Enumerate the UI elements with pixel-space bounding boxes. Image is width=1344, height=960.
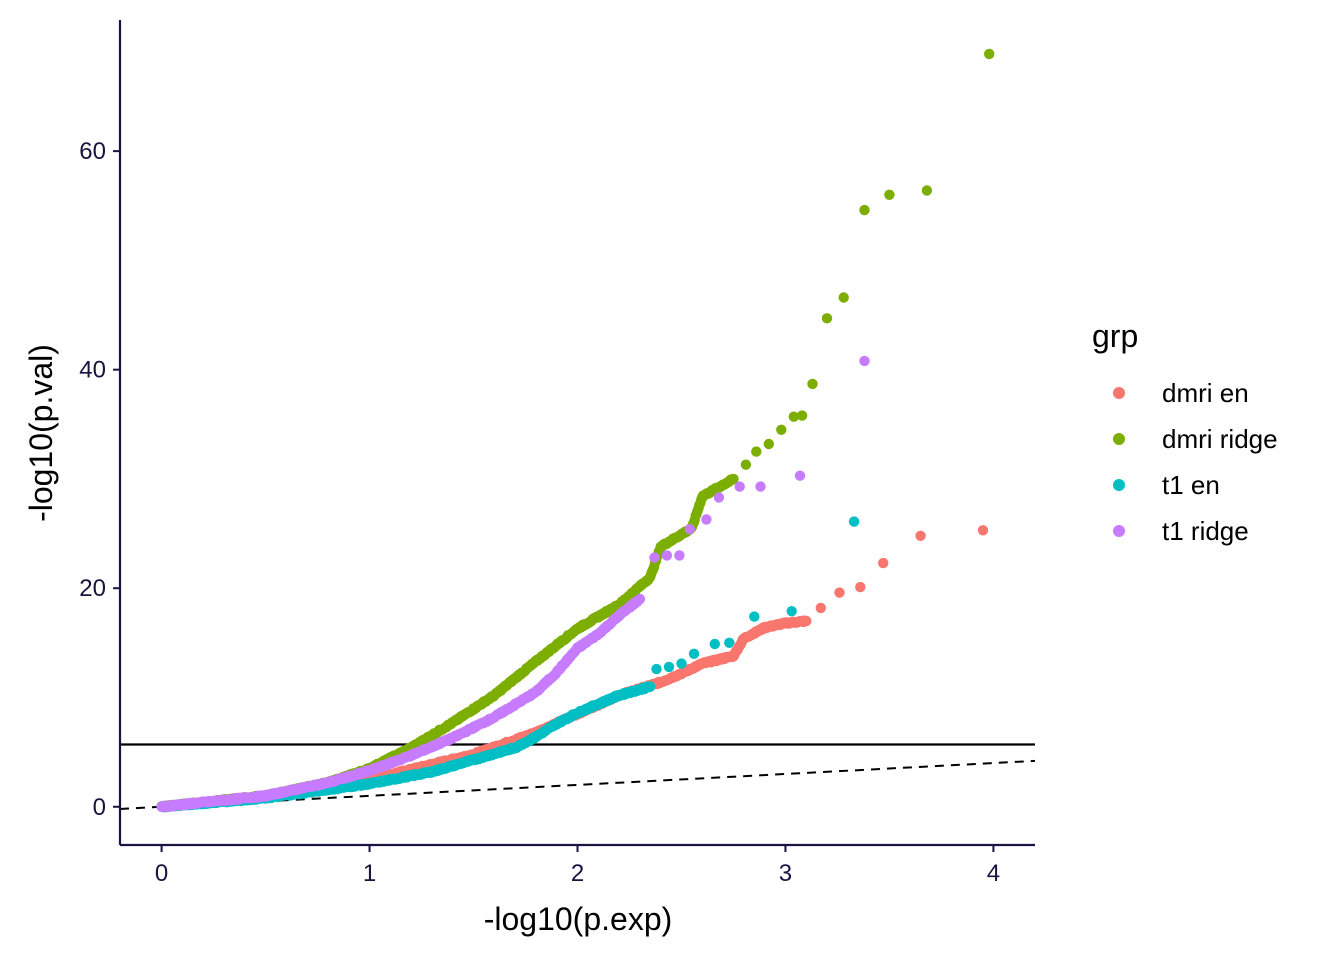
data-point — [796, 410, 808, 421]
data-point — [649, 552, 660, 563]
series-dmri-ridge — [156, 48, 995, 813]
legend-label: t1 en — [1162, 470, 1220, 500]
legend-key-dmri-ridge — [1113, 433, 1125, 445]
legend-title: grp — [1092, 318, 1138, 354]
data-point — [878, 557, 889, 569]
data-point — [701, 514, 712, 525]
legend-key-t1-en — [1113, 479, 1125, 491]
data-point — [848, 516, 860, 527]
data-point — [977, 525, 989, 536]
data-point — [807, 378, 818, 390]
legend-label: dmri ridge — [1162, 424, 1278, 454]
legend-label: t1 ridge — [1162, 516, 1249, 546]
data-point — [728, 473, 739, 485]
data-point — [663, 661, 675, 673]
legend-key-dmri-en — [1113, 387, 1125, 399]
data-point — [915, 530, 926, 541]
data-point — [755, 481, 766, 492]
data-point — [661, 550, 673, 561]
y-tick-label: 0 — [93, 794, 106, 821]
data-point — [724, 637, 735, 648]
x-axis-title: -log10(p.exp) — [484, 901, 673, 937]
x-tick-label: 4 — [987, 860, 1000, 887]
data-point — [684, 524, 695, 535]
data-point — [674, 550, 685, 561]
data-point — [776, 424, 787, 435]
x-tick-label: 0 — [155, 860, 168, 887]
legend-label: dmri en — [1162, 378, 1249, 408]
data-point — [859, 204, 870, 216]
data-point — [740, 459, 752, 470]
x-tick-label: 1 — [363, 860, 376, 887]
data-points — [156, 48, 995, 813]
data-point — [801, 615, 812, 627]
data-point — [688, 648, 700, 659]
data-point — [821, 313, 833, 324]
data-point — [651, 663, 662, 675]
data-point — [884, 189, 895, 200]
y-tick-label: 40 — [79, 357, 106, 384]
legend-key-t1-ridge — [1113, 525, 1125, 537]
y-axis-title: -log10(p.val) — [23, 344, 59, 522]
data-point — [634, 593, 646, 605]
data-point — [709, 638, 720, 650]
data-point — [794, 470, 806, 481]
data-point — [676, 658, 687, 669]
data-point — [751, 446, 762, 457]
data-point — [734, 481, 745, 492]
data-point — [749, 611, 760, 622]
x-tick-label: 3 — [779, 860, 792, 887]
series-t1-ridge — [156, 355, 870, 813]
data-point — [834, 587, 845, 598]
data-point — [713, 492, 725, 503]
data-point — [921, 185, 933, 196]
data-point — [788, 411, 799, 422]
data-point — [645, 681, 656, 692]
data-point — [786, 606, 797, 617]
data-point — [763, 438, 774, 450]
data-point — [855, 581, 866, 593]
y-tick-label: 60 — [79, 138, 106, 165]
series-t1-en — [156, 516, 860, 813]
data-point — [838, 292, 849, 303]
data-point — [984, 48, 995, 60]
legend: grp dmri en dmri ridge t1 en t1 ridge — [1092, 318, 1278, 546]
data-point — [859, 355, 870, 367]
x-tick-label: 2 — [571, 860, 584, 887]
y-tick-label: 20 — [79, 575, 106, 602]
data-point — [815, 602, 826, 614]
